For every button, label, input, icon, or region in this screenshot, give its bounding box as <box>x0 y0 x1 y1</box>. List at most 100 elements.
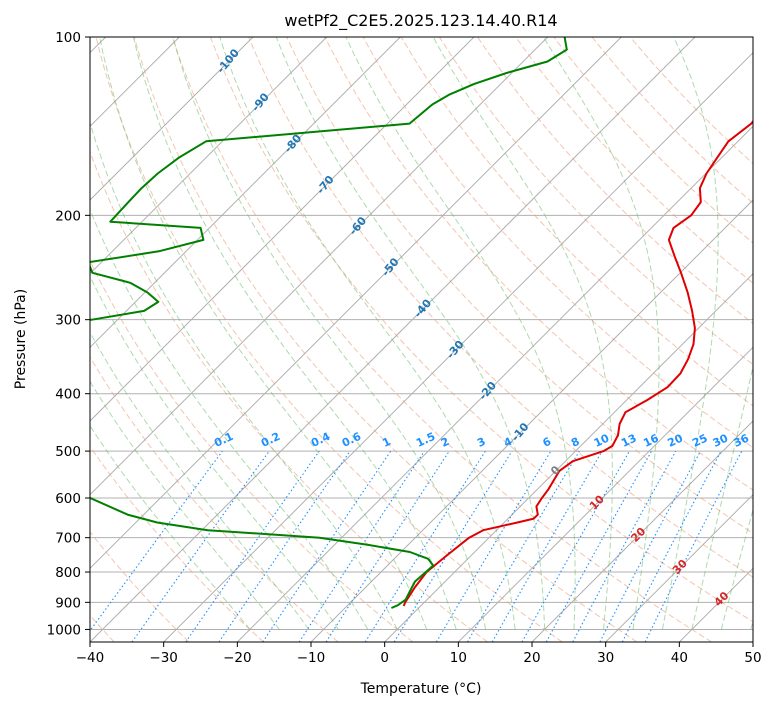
mixing-ratio-line <box>185 450 320 642</box>
x-axis-label: Temperature (°C) <box>360 681 482 697</box>
x-tick-label: −40 <box>76 650 105 666</box>
moist-adiabat-line <box>90 380 280 630</box>
moist-adiabat-line <box>720 508 753 630</box>
adiabat-annotations: 0.1 0.2 0.4 0.6 1 1.5 2 3 4 6 8 10 13 16 20 25 30 36-100-… <box>212 46 751 609</box>
mixing-ratio-line <box>131 450 270 642</box>
isotherm-line <box>531 420 753 642</box>
isotherm-line <box>310 199 753 642</box>
dry-adiabat-line <box>324 37 753 491</box>
dry-adiabat-line <box>90 445 264 642</box>
mixing-ratio-line <box>545 450 653 642</box>
y-tick-label: 800 <box>55 565 81 581</box>
mixing-ratio-label: 1 <box>380 435 392 450</box>
dry-adiabat-line <box>515 37 753 284</box>
y-tick-label: 700 <box>55 531 81 547</box>
mixing-ratio-line <box>435 450 552 642</box>
mixing-ratio-line <box>218 450 351 642</box>
mixing-ratio-label: 3 <box>475 435 487 450</box>
dry-adiabat-line <box>90 531 190 642</box>
isotherm-line <box>163 51 753 642</box>
x-axis-ticks: −40 −30 −20 −10 0 10 20 30 40 50 <box>76 642 762 666</box>
moist-adiabat-line <box>750 619 753 630</box>
mixing-ratio-label: 13 <box>619 432 638 450</box>
dry-adiabat-line <box>90 356 339 642</box>
x-tick-label: 30 <box>597 650 614 666</box>
mixing-ratio-label: 2 <box>439 435 451 450</box>
moist-adiabat-line <box>275 37 546 630</box>
y-tick-label: 200 <box>55 208 81 224</box>
mixing-ratio-line <box>467 450 580 642</box>
y-axis-label: Pressure (hPa) <box>13 289 29 389</box>
y-axis-ticks: 100 200 300 400 500 600 700 800 900 1000 <box>47 30 90 638</box>
moist-adiabat-line <box>345 37 576 630</box>
dry-adiabat-line <box>400 37 753 407</box>
moist-adiabat-line <box>90 331 310 630</box>
mixing-ratio-label: 20 <box>666 431 686 449</box>
dry-adiabat-line <box>438 37 753 366</box>
moist-adiabat-line <box>99 37 428 630</box>
dry-adiabat-line <box>362 37 753 449</box>
x-tick-label: 40 <box>671 650 688 666</box>
x-tick-label: 0 <box>380 650 389 666</box>
moist-adiabat-line <box>172 37 487 630</box>
mixing-ratio-line <box>262 450 392 642</box>
isotherm-line <box>752 641 753 642</box>
dry-adiabat-line <box>476 37 753 325</box>
x-tick-label: 10 <box>450 650 467 666</box>
moist-adiabat-label: 10 <box>587 492 607 512</box>
isotherm-line <box>384 272 753 642</box>
dry-adiabat-line <box>591 37 753 204</box>
isotherm-line <box>90 37 475 422</box>
mixing-ratio-line <box>599 450 701 642</box>
dry-adiabat-line <box>133 37 638 642</box>
isotherm-line <box>90 37 549 496</box>
moist-adiabat-line <box>691 364 753 630</box>
moist-adiabat-line <box>90 208 369 630</box>
dry-adiabat-label: -100 <box>214 46 242 76</box>
isotherm-line <box>90 37 622 570</box>
y-tick-label: 100 <box>55 30 81 46</box>
moist-adiabat-line <box>661 37 719 630</box>
x-tick-label: −30 <box>149 650 178 666</box>
plot-frame <box>89 36 754 643</box>
mixing-ratio-lines <box>90 450 743 642</box>
y-tick-label: 500 <box>55 444 81 460</box>
moist-adiabat-line <box>542 37 660 630</box>
dry-adiabat-line <box>248 37 753 578</box>
y-tick-label: 1000 <box>47 622 81 638</box>
mixing-ratio-line <box>491 450 603 642</box>
moist-adiabats <box>90 37 753 630</box>
mixing-ratio-label: 36 <box>732 431 752 449</box>
dry-adiabat-line <box>553 37 753 244</box>
mixing-ratio-label: 0.4 <box>309 430 332 450</box>
moist-adiabat-line <box>90 121 398 630</box>
y-tick-label: 400 <box>55 387 81 403</box>
dry-adiabat-line <box>286 37 753 534</box>
mixing-ratio-label: 0.2 <box>259 430 282 450</box>
dry-adiabat-line <box>90 150 488 642</box>
isotherm-line <box>90 37 254 201</box>
moist-adiabat-line <box>132 37 457 630</box>
x-tick-label: 50 <box>744 650 761 666</box>
isotherm-line <box>605 493 753 642</box>
series-line-2 <box>90 37 568 609</box>
moist-adiabat-line <box>219 37 516 630</box>
dry-adiabat-line <box>90 259 414 642</box>
mixing-ratio-label: 25 <box>690 432 709 450</box>
mixing-ratio-line <box>298 450 425 642</box>
mixing-ratio-line <box>364 450 486 642</box>
mixing-ratio-line <box>521 450 630 642</box>
mixing-ratio-line <box>393 450 513 642</box>
series-line-1 <box>402 119 753 607</box>
isotherm-line <box>457 346 753 642</box>
y-tick-label: 900 <box>55 595 81 611</box>
mixing-ratio-label: 0.6 <box>340 430 363 450</box>
y-tick-label: 600 <box>55 491 81 507</box>
x-tick-label: 20 <box>523 650 540 666</box>
chart-title: wetPf2_C2E5.2025.123.14.40.R14 <box>284 11 557 31</box>
x-tick-label: −20 <box>223 650 252 666</box>
mixing-ratio-label: 6 <box>541 435 554 450</box>
mixing-ratio-line <box>90 450 223 632</box>
mixing-ratio-line <box>572 450 677 642</box>
